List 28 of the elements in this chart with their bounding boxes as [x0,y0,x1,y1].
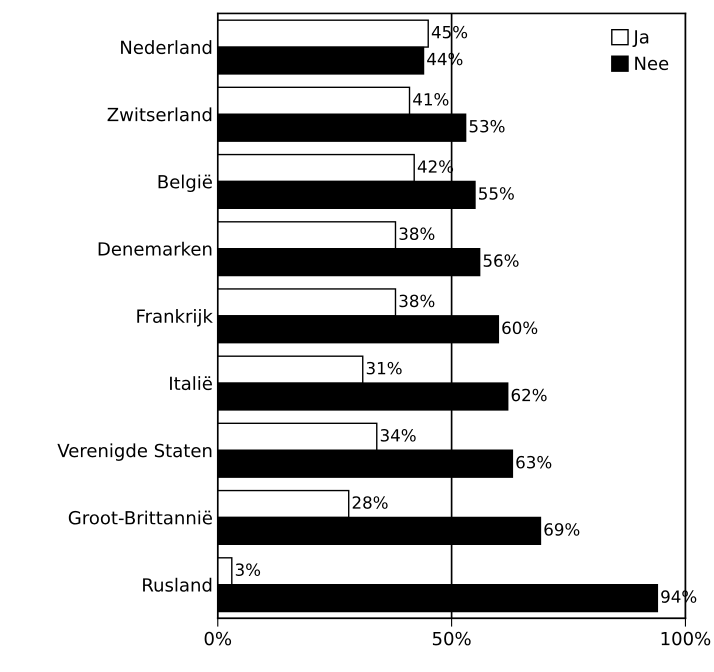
y-tick-label: Rusland [143,578,212,592]
data-label: 28% [352,496,388,509]
data-label: 69% [544,523,580,536]
x-tick-label: 100% [662,632,710,646]
data-label: 3% [236,563,260,576]
y-tick-label: Italië [170,376,212,390]
data-label: 34% [380,429,416,442]
legend-label: Nee [635,56,668,70]
data-label: 38% [400,227,434,240]
data-label: 55% [479,187,514,200]
data-label: 63% [516,456,552,469]
y-tick-label: Nederland [121,40,212,54]
data-label: 31% [366,362,402,374]
legend-label: Ja [632,30,648,48]
x-tick-label: 0% [204,632,232,646]
y-tick-label: Zwitserland [108,107,212,122]
y-tick-label: Denemarken [98,242,212,256]
data-label: 62% [512,388,547,402]
data-label: 41% [413,93,448,106]
data-label: 53% [470,120,505,133]
y-tick-label: Groot-Brittannië [68,510,212,525]
y-tick-label: Frankrijk [137,308,213,326]
x-tick-label: 50% [432,632,471,646]
data-label: 60% [502,322,538,334]
y-tick-label: Verenigde Staten [57,443,212,461]
data-label: 38% [400,294,434,308]
data-label: 56% [484,254,519,267]
y-tick-label: België [158,174,212,192]
